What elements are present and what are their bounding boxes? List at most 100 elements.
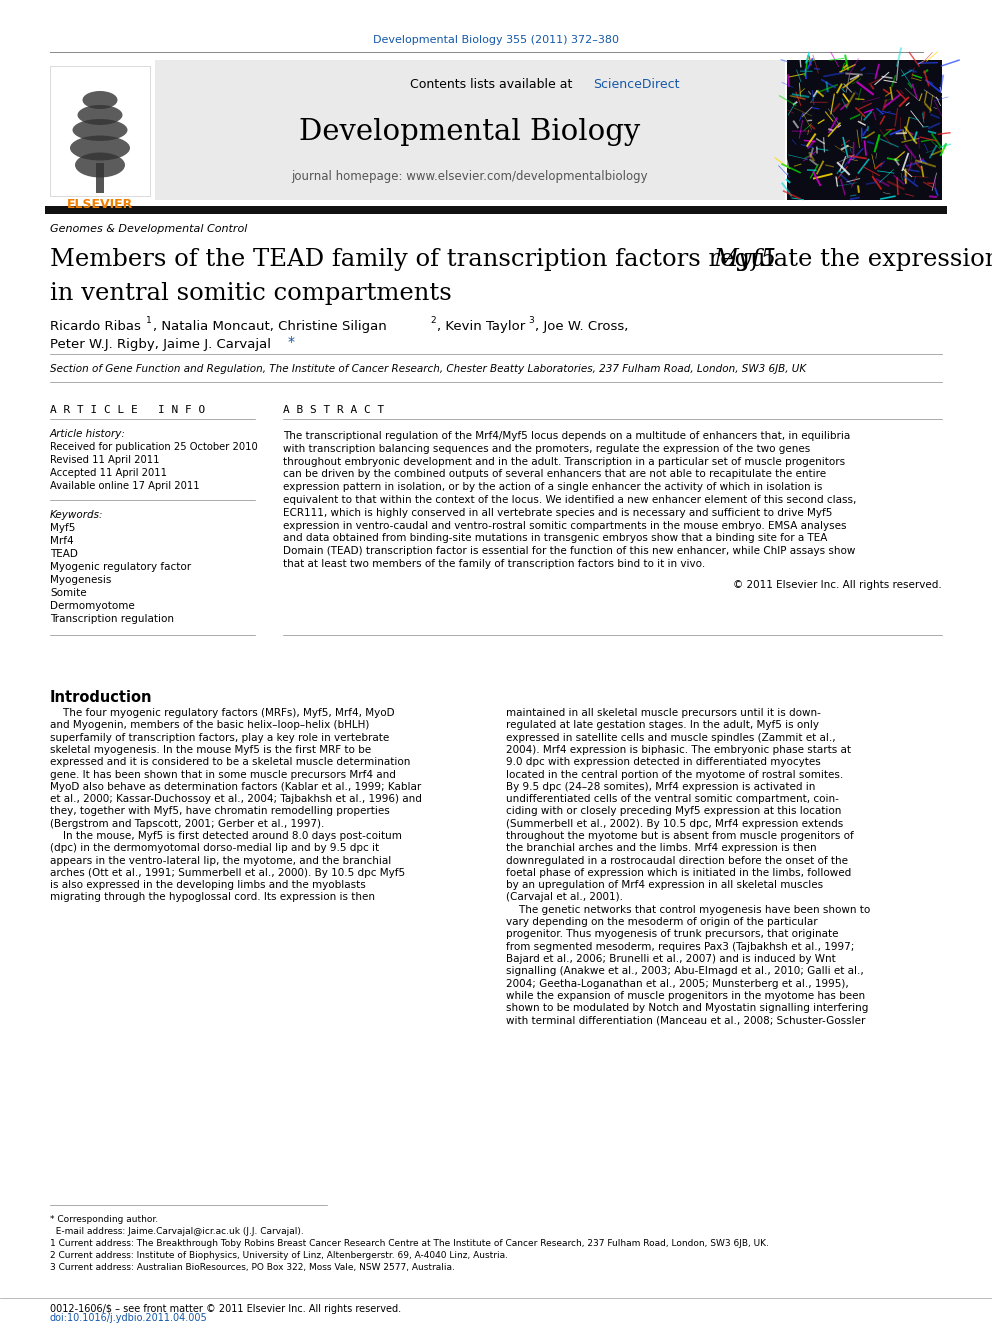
Text: In the mouse, Myf5 is first detected around 8.0 days post-coitum: In the mouse, Myf5 is first detected aro…: [50, 831, 402, 841]
Text: Ricardo Ribas: Ricardo Ribas: [50, 320, 145, 333]
Text: © 2011 Elsevier Inc. All rights reserved.: © 2011 Elsevier Inc. All rights reserved…: [733, 579, 942, 590]
Text: maintained in all skeletal muscle precursors until it is down-: maintained in all skeletal muscle precur…: [506, 708, 820, 718]
Text: 2 Current address: Institute of Biophysics, University of Linz, Altenbergerstr. : 2 Current address: Institute of Biophysi…: [50, 1252, 508, 1259]
Text: gene. It has been shown that in some muscle precursors Mrf4 and: gene. It has been shown that in some mus…: [50, 770, 396, 779]
Text: A R T I C L E   I N F O: A R T I C L E I N F O: [50, 405, 205, 415]
Text: can be driven by the combined outputs of several enhancers that are not able to : can be driven by the combined outputs of…: [283, 470, 826, 479]
Text: expressed in satellite cells and muscle spindles (Zammit et al.,: expressed in satellite cells and muscle …: [506, 733, 835, 742]
Text: appears in the ventro-lateral lip, the myotome, and the branchial: appears in the ventro-lateral lip, the m…: [50, 856, 391, 865]
Text: E-mail address: Jaime.Carvajal@icr.ac.uk (J.J. Carvajal).: E-mail address: Jaime.Carvajal@icr.ac.uk…: [50, 1226, 304, 1236]
Text: Contents lists available at: Contents lists available at: [410, 78, 576, 91]
Text: and data obtained from binding-site mutations in transgenic embryos show that a : and data obtained from binding-site muta…: [283, 533, 827, 544]
Text: skeletal myogenesis. In the mouse Myf5 is the first MRF to be: skeletal myogenesis. In the mouse Myf5 i…: [50, 745, 371, 755]
Ellipse shape: [77, 105, 122, 124]
Text: and Myogenin, members of the basic helix–loop–helix (bHLH): and Myogenin, members of the basic helix…: [50, 720, 369, 730]
Text: (Carvajal et al., 2001).: (Carvajal et al., 2001).: [506, 893, 623, 902]
Text: 2: 2: [430, 316, 435, 325]
Text: Mrf4: Mrf4: [50, 536, 73, 546]
Text: the branchial arches and the limbs. Mrf4 expression is then: the branchial arches and the limbs. Mrf4…: [506, 843, 816, 853]
Text: Keywords:: Keywords:: [50, 509, 103, 520]
Text: et al., 2000; Kassar-Duchossoy et al., 2004; Tajbakhsh et al., 1996) and: et al., 2000; Kassar-Duchossoy et al., 2…: [50, 794, 422, 804]
Text: foetal phase of expression which is initiated in the limbs, followed: foetal phase of expression which is init…: [506, 868, 851, 878]
Text: with transcription balancing sequences and the promoters, regulate the expressio: with transcription balancing sequences a…: [283, 443, 810, 454]
Text: from segmented mesoderm, requires Pax3 (Tajbakhsh et al., 1997;: from segmented mesoderm, requires Pax3 (…: [506, 942, 854, 951]
Text: ScienceDirect: ScienceDirect: [593, 78, 680, 91]
Text: regulated at late gestation stages. In the adult, Myf5 is only: regulated at late gestation stages. In t…: [506, 720, 819, 730]
Text: (Summerbell et al., 2002). By 10.5 dpc, Mrf4 expression extends: (Summerbell et al., 2002). By 10.5 dpc, …: [506, 819, 843, 828]
Text: (Bergstrom and Tapscott, 2001; Gerber et al., 1997).: (Bergstrom and Tapscott, 2001; Gerber et…: [50, 819, 324, 828]
Text: undifferentiated cells of the ventral somitic compartment, coin-: undifferentiated cells of the ventral so…: [506, 794, 839, 804]
Text: 0012-1606/$ – see front matter © 2011 Elsevier Inc. All rights reserved.: 0012-1606/$ – see front matter © 2011 El…: [50, 1304, 401, 1314]
Bar: [96, 163, 104, 193]
Bar: [787, 60, 942, 200]
Text: , Joe W. Cross,: , Joe W. Cross,: [535, 320, 628, 333]
Text: 1 Current address: The Breakthrough Toby Robins Breast Cancer Research Centre at: 1 Current address: The Breakthrough Toby…: [50, 1240, 769, 1248]
Text: Received for publication 25 October 2010: Received for publication 25 October 2010: [50, 442, 258, 452]
Text: * Corresponding author.: * Corresponding author.: [50, 1215, 158, 1224]
Bar: [155, 60, 785, 200]
Text: shown to be modulated by Notch and Myostatin signalling interfering: shown to be modulated by Notch and Myost…: [506, 1003, 868, 1013]
Text: The four myogenic regulatory factors (MRFs), Myf5, Mrf4, MyoD: The four myogenic regulatory factors (MR…: [50, 708, 395, 718]
Text: 3: 3: [528, 316, 534, 325]
Text: TEAD: TEAD: [50, 549, 78, 560]
Text: Somite: Somite: [50, 587, 86, 598]
Text: migrating through the hypoglossal cord. Its expression is then: migrating through the hypoglossal cord. …: [50, 893, 375, 902]
Text: Domain (TEAD) transcription factor is essential for the function of this new enh: Domain (TEAD) transcription factor is es…: [283, 546, 855, 556]
Text: Dermomyotome: Dermomyotome: [50, 601, 135, 611]
Text: journal homepage: www.elsevier.com/developmentalbiology: journal homepage: www.elsevier.com/devel…: [292, 169, 649, 183]
Ellipse shape: [82, 91, 117, 108]
Text: 1: 1: [146, 316, 152, 325]
Text: Myogenic regulatory factor: Myogenic regulatory factor: [50, 562, 191, 572]
Text: expression pattern in isolation, or by the action of a single enhancer the activ: expression pattern in isolation, or by t…: [283, 482, 822, 492]
Text: Section of Gene Function and Regulation, The Institute of Cancer Research, Chest: Section of Gene Function and Regulation,…: [50, 364, 806, 374]
Text: Myf5: Myf5: [50, 523, 75, 533]
Text: Revised 11 April 2011: Revised 11 April 2011: [50, 455, 160, 464]
Text: equivalent to that within the context of the locus. We identified a new enhancer: equivalent to that within the context of…: [283, 495, 856, 505]
Ellipse shape: [72, 119, 128, 142]
Text: with terminal differentiation (Manceau et al., 2008; Schuster-Gossler: with terminal differentiation (Manceau e…: [506, 1016, 865, 1025]
Text: doi:10.1016/j.ydbio.2011.04.005: doi:10.1016/j.ydbio.2011.04.005: [50, 1312, 207, 1323]
Text: they, together with Myf5, have chromatin remodelling properties: they, together with Myf5, have chromatin…: [50, 807, 390, 816]
Text: vary depending on the mesoderm of origin of the particular: vary depending on the mesoderm of origin…: [506, 917, 817, 927]
Text: 9.0 dpc with expression detected in differentiated myocytes: 9.0 dpc with expression detected in diff…: [506, 757, 820, 767]
Text: superfamily of transcription factors, play a key role in vertebrate: superfamily of transcription factors, pl…: [50, 733, 389, 742]
Bar: [45, 206, 947, 214]
Text: , Kevin Taylor: , Kevin Taylor: [437, 320, 530, 333]
Text: *: *: [288, 335, 295, 349]
Text: that at least two members of the family of transcription factors bind to it in v: that at least two members of the family …: [283, 560, 705, 569]
Text: by an upregulation of Mrf4 expression in all skeletal muscles: by an upregulation of Mrf4 expression in…: [506, 880, 823, 890]
Text: Peter W.J. Rigby, Jaime J. Carvajal: Peter W.J. Rigby, Jaime J. Carvajal: [50, 337, 275, 351]
Text: Article history:: Article history:: [50, 429, 126, 439]
Text: is also expressed in the developing limbs and the myoblasts: is also expressed in the developing limb…: [50, 880, 366, 890]
Text: 3 Current address: Australian BioResources, PO Box 322, Moss Vale, NSW 2577, Aus: 3 Current address: Australian BioResourc…: [50, 1263, 455, 1271]
Text: expression in ventro-caudal and ventro-rostral somitic compartments in the mouse: expression in ventro-caudal and ventro-r…: [283, 520, 846, 531]
Text: Transcription regulation: Transcription regulation: [50, 614, 174, 624]
Bar: [50, 66, 150, 196]
Text: signalling (Anakwe et al., 2003; Abu-Elmagd et al., 2010; Galli et al.,: signalling (Anakwe et al., 2003; Abu-Elm…: [506, 966, 864, 976]
Ellipse shape: [70, 135, 130, 160]
Text: Developmental Biology: Developmental Biology: [300, 118, 641, 146]
Text: Developmental Biology 355 (2011) 372–380: Developmental Biology 355 (2011) 372–380: [373, 34, 619, 45]
Text: Myf5: Myf5: [713, 247, 776, 271]
Text: throughout embryonic development and in the adult. Transcription in a particular: throughout embryonic development and in …: [283, 456, 845, 467]
Text: By 9.5 dpc (24–28 somites), Mrf4 expression is activated in: By 9.5 dpc (24–28 somites), Mrf4 express…: [506, 782, 815, 791]
Text: arches (Ott et al., 1991; Summerbell et al., 2000). By 10.5 dpc Myf5: arches (Ott et al., 1991; Summerbell et …: [50, 868, 405, 878]
Text: throughout the myotome but is absent from muscle progenitors of: throughout the myotome but is absent fro…: [506, 831, 854, 841]
Text: Available online 17 April 2011: Available online 17 April 2011: [50, 482, 199, 491]
Text: A B S T R A C T: A B S T R A C T: [283, 405, 384, 415]
Text: ciding with or closely preceding Myf5 expression at this location: ciding with or closely preceding Myf5 ex…: [506, 807, 841, 816]
Text: 2004). Mrf4 expression is biphasic. The embryonic phase starts at: 2004). Mrf4 expression is biphasic. The …: [506, 745, 851, 755]
Text: The genetic networks that control myogenesis have been shown to: The genetic networks that control myogen…: [506, 905, 870, 914]
Text: ELSEVIER: ELSEVIER: [66, 198, 133, 210]
Text: Myogenesis: Myogenesis: [50, 576, 111, 585]
Text: Introduction: Introduction: [50, 691, 153, 705]
Text: , Natalia Moncaut, Christine Siligan: , Natalia Moncaut, Christine Siligan: [153, 320, 391, 333]
Text: progenitor. Thus myogenesis of trunk precursors, that originate: progenitor. Thus myogenesis of trunk pre…: [506, 929, 838, 939]
Text: located in the central portion of the myotome of rostral somites.: located in the central portion of the my…: [506, 770, 843, 779]
Text: The transcriptional regulation of the Mrf4/Myf5 locus depends on a multitude of : The transcriptional regulation of the Mr…: [283, 431, 850, 441]
Text: (dpc) in the dermomyotomal dorso-medial lip and by 9.5 dpc it: (dpc) in the dermomyotomal dorso-medial …: [50, 843, 379, 853]
Text: downregulated in a rostrocaudal direction before the onset of the: downregulated in a rostrocaudal directio…: [506, 856, 848, 865]
Text: MyoD also behave as determination factors (Kablar et al., 1999; Kablar: MyoD also behave as determination factor…: [50, 782, 422, 791]
Text: ECR111, which is highly conserved in all vertebrate species and is necessary and: ECR111, which is highly conserved in all…: [283, 508, 832, 517]
Text: Accepted 11 April 2011: Accepted 11 April 2011: [50, 468, 167, 478]
